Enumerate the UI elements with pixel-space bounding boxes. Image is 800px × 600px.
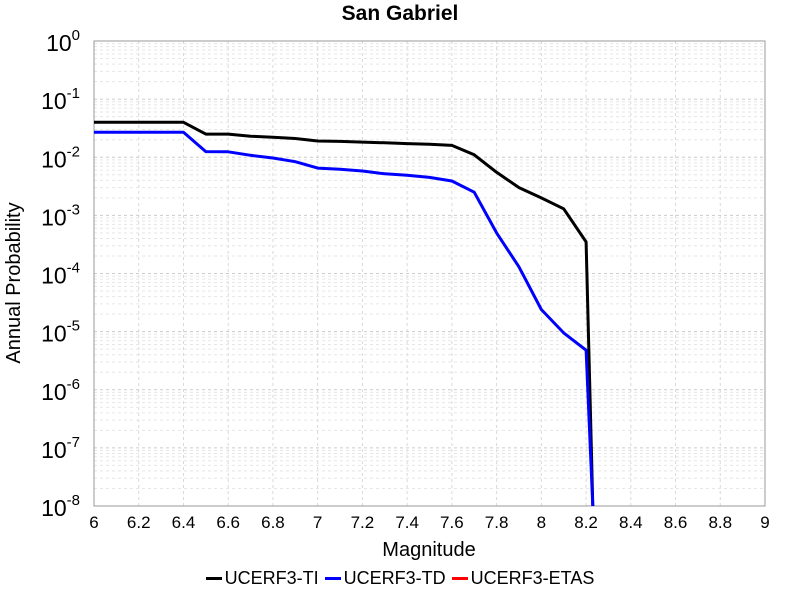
x-tick-label: 8.4 [619, 513, 643, 532]
y-tick-label: 10-2 [41, 143, 80, 172]
y-tick-label: 10-7 [41, 434, 80, 463]
legend-item: UCERF3-ETAS [451, 568, 595, 589]
legend-label: UCERF3-TD [343, 568, 446, 588]
y-tick-label: 10-3 [41, 201, 80, 230]
x-tick-label: 6.8 [261, 513, 285, 532]
legend-swatch [205, 577, 222, 580]
x-tick-label: 9 [760, 513, 769, 532]
legend-swatch [324, 577, 341, 580]
series-group [94, 120, 595, 507]
x-tick-label: 6.4 [172, 513, 196, 532]
legend-label: UCERF3-TI [224, 568, 319, 588]
chart-title: San Gabriel [342, 2, 459, 25]
x-tick-label: 7 [313, 513, 322, 532]
legend-item: UCERF3-TI [205, 568, 319, 589]
grid [93, 40, 766, 507]
x-tick-label: 8.2 [574, 513, 598, 532]
series-line-ucerf3-ti [94, 120, 595, 507]
series-line-ucerf3-td [94, 130, 595, 507]
plot-frame [93, 40, 766, 507]
y-tick-label: 10-5 [41, 318, 80, 347]
y-axis-label: Annual Probability [3, 202, 25, 363]
x-axis-label: Magnitude [382, 539, 475, 561]
x-tick-label: 7.4 [395, 513, 419, 532]
x-tick-label: 7.2 [351, 513, 375, 532]
x-tick-label: 6 [89, 513, 98, 532]
x-tick-label: 8 [537, 513, 546, 532]
x-tick-label: 7.8 [485, 513, 509, 532]
x-tick-labels: 6 6.2 6.4 6.6 6.8 7 7.2 7.4 7.6 7.8 8 8.2 8.4 8.6 8.8 9 [89, 513, 769, 532]
x-tick-label: 7.6 [440, 513, 464, 532]
y-tick-label: 10-8 [41, 492, 80, 521]
y-tick-label: 10-1 [41, 85, 80, 114]
legend-label: UCERF3-ETAS [470, 568, 595, 588]
x-tick-label: 6.6 [216, 513, 240, 532]
legend-item: UCERF3-TD [324, 568, 446, 589]
y-tick-labels: 10-8 10-7 10-6 10-5 10-4 10-3 10-2 10-1 100 [41, 27, 80, 521]
y-tick-label: 100 [46, 27, 80, 56]
x-tick-label: 6.2 [127, 513, 151, 532]
legend-swatch [451, 577, 468, 580]
y-tick-label: 10-4 [41, 260, 80, 289]
x-tick-label: 8.6 [664, 513, 688, 532]
y-tick-label: 10-6 [41, 376, 80, 405]
x-tick-label: 8.8 [708, 513, 732, 532]
legend: UCERF3-TI UCERF3-TD UCERF3-ETAS [0, 568, 800, 589]
